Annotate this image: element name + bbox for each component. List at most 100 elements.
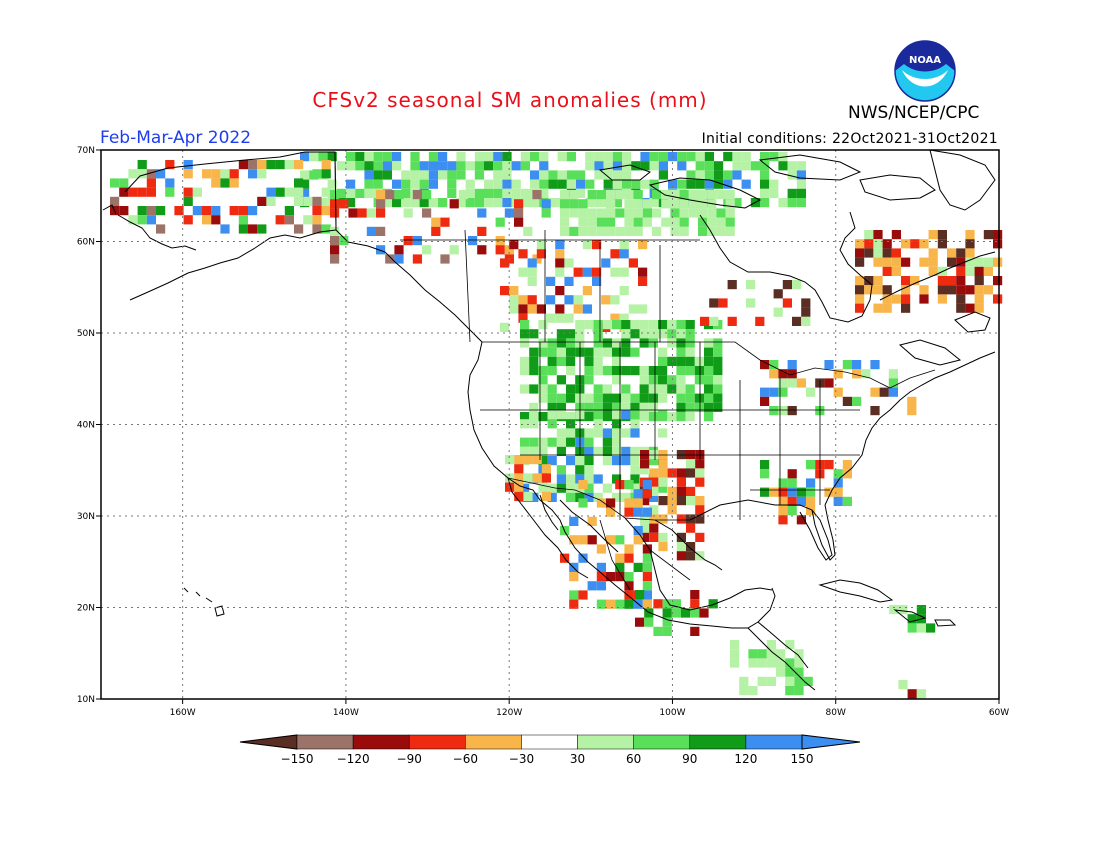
anomaly-cell	[621, 402, 631, 412]
anomaly-cell	[658, 347, 668, 357]
anomaly-cell	[794, 676, 804, 686]
anomaly-cell	[638, 267, 648, 277]
anomaly-cell	[312, 206, 322, 216]
anomaly-cell	[428, 170, 438, 180]
anomaly-cell	[852, 360, 862, 370]
anomaly-cell	[615, 562, 625, 572]
anomaly-cell	[624, 572, 634, 582]
anomaly-cell	[642, 507, 652, 517]
anomaly-cell	[907, 689, 917, 699]
anomaly-cell	[229, 206, 239, 216]
anomaly-cell	[824, 360, 834, 370]
anomaly-cell	[639, 384, 649, 394]
anomaly-cell	[474, 152, 484, 162]
anomaly-cell	[833, 487, 843, 497]
anomaly-cell	[601, 295, 611, 305]
anomaly-cell	[584, 412, 594, 422]
anomaly-cell	[801, 298, 811, 308]
anomaly-cell	[615, 572, 625, 582]
anomaly-cell	[376, 190, 386, 200]
anomaly-cell	[676, 338, 686, 348]
anomaly-cell	[778, 369, 788, 379]
anomaly-cell	[309, 152, 319, 162]
anomaly-cell	[676, 356, 686, 366]
anomaly-cell	[578, 498, 588, 508]
anomaly-cell	[630, 347, 640, 357]
anomaly-cell	[438, 198, 448, 208]
anomaly-cell	[547, 483, 557, 493]
anomaly-cell	[529, 356, 539, 366]
anomaly-cell	[638, 304, 648, 314]
anomaly-cell	[615, 208, 625, 218]
anomaly-cell	[547, 347, 557, 357]
anomaly-cell	[676, 320, 686, 330]
anomaly-cell	[748, 649, 758, 659]
anomaly-cell	[639, 393, 649, 403]
map-title: CFSv2 seasonal SM anomalies (mm)	[312, 88, 708, 112]
anomaly-cell	[502, 170, 512, 180]
anomaly-cell	[373, 170, 383, 180]
anomaly-cell	[695, 161, 705, 171]
anomaly-cell	[576, 188, 586, 198]
anomaly-cell	[928, 230, 938, 240]
anomaly-cell	[694, 366, 704, 376]
anomaly-cell	[723, 179, 733, 189]
anomaly-cell	[648, 384, 658, 394]
anomaly-cell	[587, 226, 597, 236]
anomaly-cell	[716, 226, 726, 236]
anomaly-cell	[146, 206, 156, 216]
anomaly-cell	[630, 419, 640, 429]
anomaly-cell	[796, 179, 806, 189]
anomaly-cell	[676, 384, 686, 394]
anomaly-cell	[385, 190, 395, 200]
lat-tick-label: 20N	[77, 604, 95, 614]
anomaly-cell	[695, 468, 705, 478]
anomaly-cell	[704, 170, 714, 180]
anomaly-cell	[842, 396, 852, 406]
anomaly-cell	[873, 303, 883, 313]
anomaly-cell	[156, 206, 166, 216]
anomaly-cell	[624, 226, 634, 236]
anomaly-cell	[624, 581, 634, 591]
anomaly-cell	[514, 455, 524, 465]
anomaly-cell	[639, 465, 649, 475]
anomaly-cell	[587, 581, 597, 591]
anomaly-cell	[584, 483, 594, 493]
anomaly-cell	[739, 686, 749, 696]
anomaly-cell	[284, 215, 294, 225]
anomaly-cell	[610, 249, 620, 259]
anomaly-cell	[294, 196, 304, 206]
anomaly-cell	[330, 199, 340, 209]
anomaly-cell	[502, 161, 512, 171]
anomaly-cell	[330, 226, 340, 236]
anomaly-cell	[658, 468, 668, 478]
anomaly-cell	[578, 480, 588, 490]
anomaly-cell	[514, 217, 524, 227]
anomaly-cell	[630, 320, 640, 330]
anomaly-cell	[667, 356, 677, 366]
anomaly-cell	[584, 356, 594, 366]
anomaly-cell	[864, 276, 874, 286]
anomaly-cell	[518, 249, 528, 259]
anomaly-cell	[658, 428, 668, 438]
anomaly-cell	[653, 626, 663, 636]
axis-ticks: 160W 140W 120W 100W 80W 60W 70N 60N 50N 40N 30N 20N…	[77, 146, 1009, 718]
anomaly-cell	[649, 161, 659, 171]
anomaly-cell	[555, 267, 565, 277]
colorbar-label: −90	[397, 752, 422, 766]
anomaly-cell	[695, 179, 705, 189]
anomaly-cell	[974, 294, 984, 304]
anomaly-cell	[648, 456, 658, 466]
anomaly-cell	[137, 160, 147, 170]
anomaly-cell	[346, 198, 356, 208]
anomaly-cell	[300, 179, 310, 189]
anomaly-cell	[438, 170, 448, 180]
anomaly-cell	[576, 170, 586, 180]
anomaly-cell	[621, 492, 631, 502]
anomaly-cell	[769, 487, 779, 497]
anomaly-cell	[493, 198, 503, 208]
anomaly-cell	[606, 190, 616, 200]
anomaly-cell	[484, 198, 494, 208]
anomaly-cell	[910, 239, 920, 249]
anomaly-cell	[974, 285, 984, 295]
